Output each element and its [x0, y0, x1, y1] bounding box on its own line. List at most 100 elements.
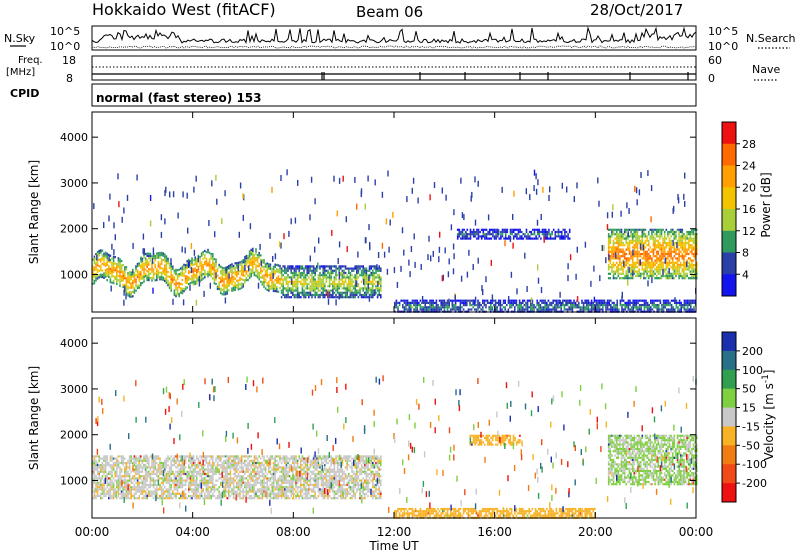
- scatter-cell: [93, 497, 96, 500]
- scatter-cell: [524, 233, 526, 236]
- scatter-cell: [124, 472, 126, 476]
- scatter-cell: [625, 270, 628, 273]
- scatter-cell: [333, 285, 336, 288]
- scatter-cell: [104, 475, 107, 478]
- scatter-cell: [651, 259, 653, 262]
- scatter-cell: [124, 468, 126, 471]
- scatter-cell: [552, 237, 555, 240]
- scatter-cell: [151, 277, 153, 280]
- scatter-cell: [188, 278, 190, 281]
- scatter-cell: [96, 477, 99, 480]
- scatter-cell: [226, 274, 228, 277]
- scatter-cell: [539, 304, 542, 307]
- scatter-cell: [517, 308, 519, 311]
- scatter-cell: [304, 276, 307, 279]
- scatter-cell: [635, 230, 637, 234]
- scatter-cell: [114, 278, 116, 281]
- scatter-echo: [537, 179, 539, 186]
- scatter-cell: [320, 278, 323, 281]
- scatter-cell: [647, 274, 650, 278]
- scatter-cell: [373, 276, 376, 279]
- scatter-cell: [111, 257, 113, 260]
- scatter-cell: [668, 263, 671, 267]
- scatter-cell: [684, 237, 687, 240]
- scatter-cell: [256, 269, 259, 272]
- scatter-cell: [237, 288, 240, 291]
- scatter-cell: [634, 301, 636, 304]
- scatter-cell: [111, 483, 113, 487]
- scatter-cell: [522, 233, 525, 236]
- scatter-cell: [117, 477, 120, 480]
- scatter-cell: [678, 272, 680, 275]
- scatter-cell: [292, 280, 294, 283]
- scatter-cell: [95, 488, 97, 491]
- scatter-cell: [212, 259, 214, 262]
- scatter-cell: [216, 285, 219, 288]
- scatter-cell: [362, 265, 364, 268]
- scatter-cell: [236, 270, 238, 274]
- scatter-cell: [670, 308, 673, 311]
- scatter-echo: [485, 276, 487, 283]
- scatter-cell: [128, 290, 131, 294]
- scatter-cell: [609, 259, 612, 262]
- scatter-cell: [471, 233, 473, 236]
- scatter-cell: [168, 479, 171, 482]
- scatter-cell: [136, 486, 139, 489]
- scatter-cell: [570, 304, 572, 307]
- scatter-cell: [252, 252, 254, 255]
- scatter-cell: [657, 228, 660, 231]
- scatter-cell: [638, 259, 640, 262]
- scatter-cell: [380, 289, 382, 292]
- scatter-cell: [549, 301, 551, 304]
- scatter-cell: [148, 492, 150, 495]
- scatter-cell: [138, 284, 140, 287]
- scatter-cell: [284, 278, 286, 281]
- scatter-cell: [127, 294, 129, 297]
- scatter-cell: [165, 479, 168, 482]
- scatter-cell: [504, 308, 506, 311]
- scatter-cell: [135, 490, 137, 493]
- scatter-cell: [92, 477, 94, 480]
- scatter-cell: [673, 230, 676, 234]
- scatter-cell: [665, 246, 668, 249]
- scatter-cell: [525, 237, 528, 240]
- scatter-cell: [695, 248, 698, 251]
- scatter-cell: [566, 308, 569, 311]
- scatter-cell: [178, 492, 180, 495]
- scatter-cell: [328, 267, 331, 270]
- scatter-cell: [462, 304, 465, 307]
- scatter-echo: [472, 264, 474, 270]
- scatter-cell: [308, 271, 310, 275]
- scatter-cell: [568, 228, 571, 231]
- scatter-cell: [469, 235, 472, 238]
- scatter-cell: [316, 287, 318, 290]
- scatter-cell: [328, 274, 331, 277]
- scatter-cell: [180, 479, 182, 482]
- scatter-cell: [612, 274, 615, 278]
- scatter-echo: [195, 299, 198, 306]
- scatter-echo: [237, 265, 239, 272]
- scatter-cell: [277, 279, 280, 282]
- scatter-echo: [249, 223, 252, 230]
- scatter-cell: [226, 283, 228, 286]
- scatter-cell: [309, 285, 312, 288]
- scatter-cell: [312, 265, 315, 268]
- scatter-cell: [266, 262, 268, 265]
- scatter-cell: [92, 466, 94, 469]
- scatter-cell: [132, 475, 134, 478]
- scatter-cell: [642, 304, 644, 307]
- scatter-cell: [111, 479, 113, 482]
- scatter-cell: [108, 472, 110, 476]
- scatter-cell: [419, 299, 422, 302]
- scatter-cell: [196, 280, 198, 283]
- scatter-cell: [328, 285, 331, 288]
- scatter-cell: [667, 301, 670, 304]
- scatter-cell: [189, 262, 192, 265]
- scatter-cell: [694, 235, 696, 238]
- scatter-cell: [167, 457, 169, 460]
- scatter-cell: [186, 277, 188, 280]
- scatter-cell: [656, 299, 658, 302]
- scatter-echo: [377, 280, 379, 287]
- scatter-cell: [638, 261, 640, 264]
- scatter-cell: [178, 497, 180, 500]
